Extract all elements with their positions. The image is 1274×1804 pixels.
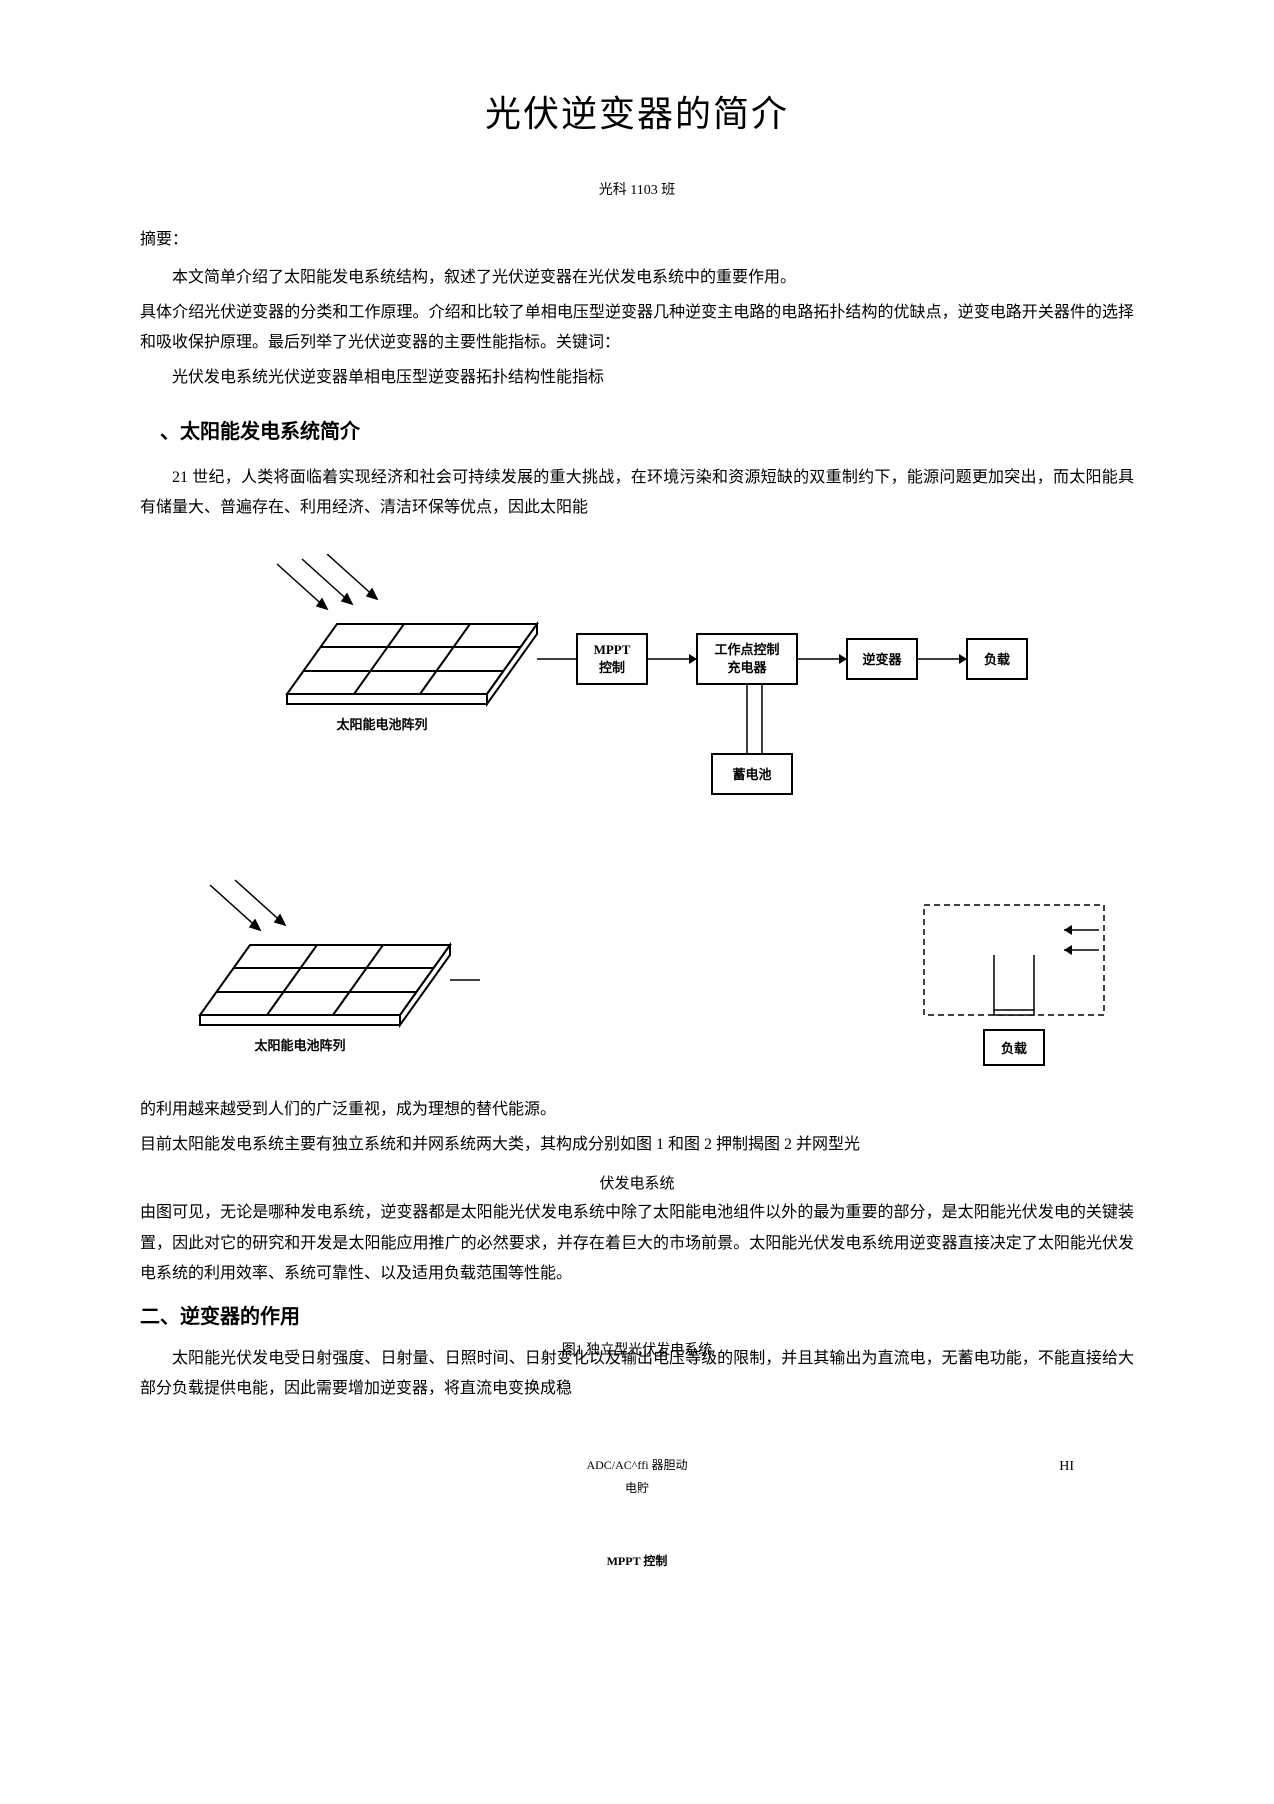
document-title: 光伏逆变器的简介 (140, 80, 1134, 148)
abstract-paragraph-2: 具体介绍光伏逆变器的分类和工作原理。介绍和比较了单相电压型逆变器几种逆变主电路的… (140, 298, 1134, 359)
diagram-1-mppt-label-1: MPPT (594, 642, 631, 657)
figure-2-diagram: 太阳能电池阵列 负载 (160, 875, 1114, 1075)
diagram-1-inverter-label: 逆变器 (862, 652, 902, 667)
section-1-paragraph-1: 21 世纪，人类将面临着实现经济和社会可持续发展的重大挑战，在环境污染和资源短缺… (140, 463, 1134, 524)
figure-1-diagram: 太阳能电池阵列 MPPT 控制 工作点控制 充电器 逆变器 (140, 554, 1134, 845)
diagram-1-wp-label-2: 充电器 (727, 660, 767, 675)
mppt-footer: MPPT 控制 (140, 1550, 1134, 1573)
class-info: 光科 1103 班 (140, 178, 1134, 205)
diagram-1-svg: 太阳能电池阵列 MPPT 控制 工作点控制 充电器 逆变器 (227, 554, 1047, 834)
footer-right: HI (1059, 1454, 1074, 1481)
section-2-paragraph-1: 太阳能光伏发电受日射强度、日射量、日照时间、日射变化以及输出电压等级的限制，并且… (140, 1344, 1134, 1405)
footer-center-1: ADC/AC^ffi 器胆动 (586, 1458, 687, 1472)
after-diagram-paragraph-3: 由图可见，无论是哪种发电系统，逆变器都是太阳能光伏发电系统中除了太阳能电池组件以… (140, 1198, 1134, 1289)
after-diagram-paragraph-2b: 伏发电系统 (140, 1170, 1134, 1199)
keywords-line: 光伏发电系统光伏逆变器单相电压型逆变器拓扑结构性能指标 (140, 363, 1134, 393)
diagram-1-solar-label: 太阳能电池阵列 (335, 717, 427, 732)
footer-center-block: ADC/AC^ffi 器胆动 电貯 HI (140, 1454, 1134, 1500)
diagram-1-mppt-label-2: 控制 (599, 660, 625, 675)
diagram-2-load-label: 负载 (1001, 1041, 1027, 1056)
diagram-2-solar-label: 太阳能电池阵列 (253, 1038, 345, 1053)
abstract-paragraph-1: 本文简单介绍了太阳能发电系统结构，叙述了光伏逆变器在光伏发电系统中的重要作用。 (140, 263, 1134, 293)
diagram-2-right-svg: 负载 (914, 895, 1114, 1075)
diagram-2-left-svg: 太阳能电池阵列 (160, 875, 480, 1075)
after-diagram-paragraph-1: 的利用越来越受到人们的广泛重视，成为理想的替代能源。 (140, 1095, 1134, 1125)
diagram-1-battery-label: 蓄电池 (732, 767, 771, 782)
diagram-1-load-label: 负载 (984, 652, 1010, 667)
diagram-1-wp-label-1: 工作点控制 (714, 642, 779, 657)
abstract-label: 摘要： (140, 225, 1134, 255)
after-diagram-paragraph-2: 目前太阳能发电系统主要有独立系统和并网系统两大类，其构成分别如图 1 和图 2 … (140, 1130, 1134, 1160)
section-1-heading: 、太阳能发电系统简介 (140, 413, 1134, 451)
footer-center-2: 电貯 (625, 1481, 649, 1495)
section-2-heading: 二、逆变器的作用 (140, 1298, 1134, 1336)
